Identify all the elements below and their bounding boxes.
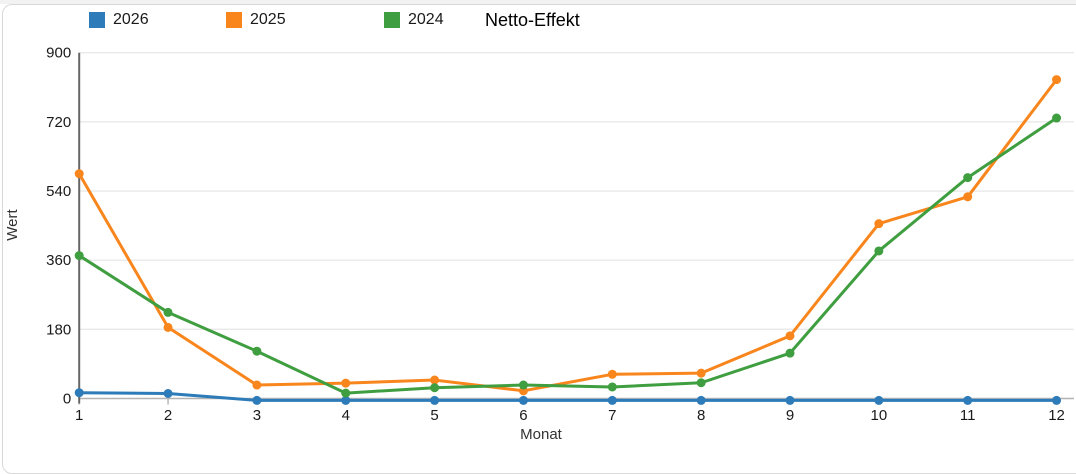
data-point-2024 [518,380,528,390]
data-point-2024 [163,307,173,317]
data-point-2026 [163,389,173,399]
series-line-2026 [77,391,1059,402]
y-tick-label: 900 [46,45,71,62]
series-2024 [74,113,1062,398]
data-point-2026 [607,395,617,405]
data-point-2024 [874,246,884,256]
data-point-2024 [74,251,84,261]
x-tick-label: 11 [960,407,976,424]
x-tick-label: 6 [519,407,527,424]
data-point-2025 [607,369,617,379]
data-point-2025 [785,331,795,341]
x-tick-label: 9 [786,407,794,424]
legend-swatch-2024 [384,12,400,28]
legend-item-2024[interactable]: 2024 [384,11,444,29]
legend-label-2025: 2025 [250,11,286,28]
series-2026 [74,388,1062,405]
x-tick-label: 5 [430,407,438,424]
data-point-2024 [1052,113,1062,123]
x-tick-label: 12 [1048,407,1065,424]
data-point-2025 [163,322,173,332]
data-point-2026 [518,395,528,405]
data-point-2026 [74,388,84,398]
page-top-strip [0,0,1076,4]
data-point-2025 [74,169,84,179]
data-point-2026 [252,395,262,405]
x-tick-label: 10 [871,407,888,424]
data-point-2024 [607,382,617,392]
y-tick-label: 180 [46,321,71,338]
x-tick-label: 1 [75,407,83,424]
x-tick-label: 7 [608,407,616,424]
series-line-2025 [77,78,1059,393]
y-axis-title: Wert [4,208,21,240]
data-point-2024 [696,378,706,388]
legend-label-2026: 2026 [113,11,149,28]
data-point-2025 [341,378,351,388]
data-point-2025 [696,368,706,378]
data-point-2025 [874,219,884,229]
data-point-2026 [963,395,973,405]
data-point-2026 [1052,395,1062,405]
data-point-2025 [430,375,440,385]
legend-swatch-2025 [226,12,242,28]
y-tick-label: 360 [46,252,71,269]
data-point-2025 [1052,75,1062,85]
y-tick-label: 0 [63,391,71,408]
legend-swatch-2026 [89,12,105,28]
data-point-2024 [785,348,795,358]
chart-card: 0 180 360 540 720 900 1 2 3 4 5 6 7 8 9 10 11 12 Wert Monat… [2,4,1076,474]
data-point-2026 [430,395,440,405]
data-point-2024 [252,346,262,356]
series-2025 [74,75,1062,396]
chart-title: Netto-Effekt [485,10,580,30]
data-point-2025 [963,192,973,202]
y-tick-label: 540 [46,183,71,200]
data-point-2026 [696,395,706,405]
data-point-2026 [785,395,795,405]
series-line-2024 [77,116,1059,395]
data-point-2024 [963,173,973,183]
data-point-2026 [341,395,351,405]
x-tick-label: 2 [164,407,172,424]
x-axis-title: Monat [520,426,563,443]
x-axis-tick-labels: 1 2 3 4 5 6 7 8 9 10 11 12 [75,407,1065,424]
legend-item-2026[interactable]: 2026 [89,11,149,29]
x-tick-label: 3 [253,407,261,424]
legend-label-2024: 2024 [408,11,444,28]
x-tick-label: 8 [697,407,705,424]
gridlines [79,52,1074,331]
y-axis-tick-labels: 0 180 360 540 720 900 [46,45,71,408]
data-point-2024 [341,388,351,398]
legend-item-2025[interactable]: 2025 [226,11,286,29]
data-point-2026 [874,395,884,405]
data-point-2024 [430,383,440,393]
x-tick-label: 4 [342,407,350,424]
data-point-2025 [252,380,262,390]
y-tick-label: 720 [46,114,71,131]
